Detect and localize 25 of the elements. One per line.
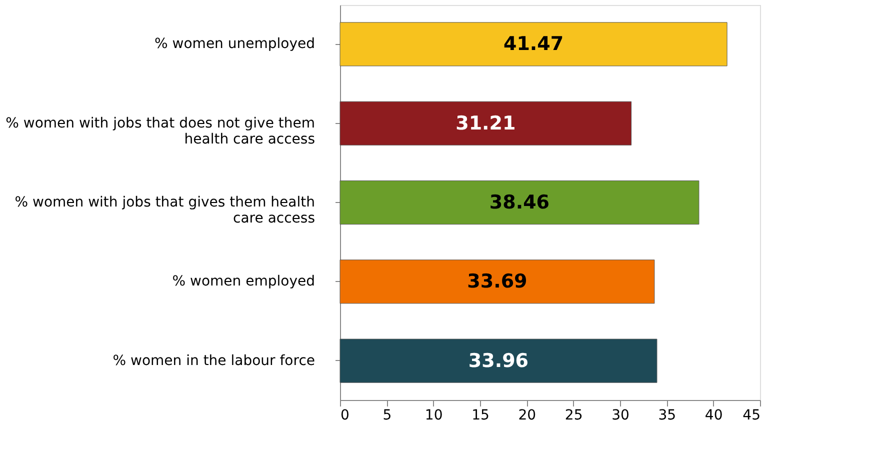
- data-label: 41.47: [503, 33, 564, 56]
- bar: [340, 338, 658, 383]
- bar: [340, 101, 632, 146]
- data-label: 33.69: [467, 270, 528, 293]
- x-tick-label: 25: [564, 408, 583, 424]
- x-tick-label: 30: [612, 408, 630, 424]
- data-label: 33.96: [468, 350, 529, 372]
- x-tick-label: 45: [742, 408, 760, 424]
- y-tick-label: % women with jobs that gives them health care access: [14, 194, 315, 226]
- y-tick-label: % women employed: [172, 274, 315, 290]
- y-tick-label: % women with jobs that does not give them health care access: [6, 115, 315, 148]
- x-tick-label: 10: [424, 408, 443, 424]
- y-tick-label: % women in the labour force: [112, 352, 315, 369]
- x-tick-label: 0: [340, 408, 350, 424]
- bar: [340, 22, 728, 66]
- x-tick-label: 5: [382, 408, 392, 424]
- data-label: 31.21: [456, 112, 516, 134]
- x-tick-label: 20: [518, 408, 536, 424]
- y-tick-label: % women unemployed: [154, 36, 315, 52]
- x-tick-label: 40: [704, 408, 723, 424]
- bar: [340, 180, 700, 225]
- x-tick-label: 15: [472, 408, 490, 424]
- bar: [340, 260, 655, 304]
- data-label: 38.46: [489, 192, 550, 214]
- x-tick-label: 35: [658, 408, 676, 424]
